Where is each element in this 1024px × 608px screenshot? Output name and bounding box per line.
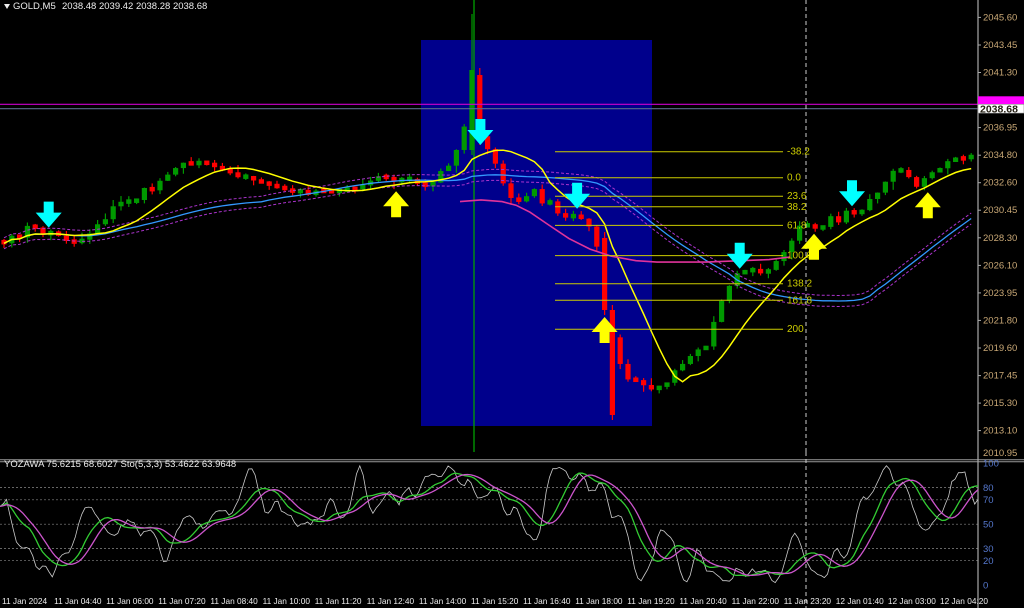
svg-text:161.8: 161.8	[787, 295, 812, 306]
svg-text:11 Jan 2024: 11 Jan 2024	[2, 596, 47, 606]
svg-text:11 Jan 08:40: 11 Jan 08:40	[210, 596, 258, 606]
svg-text:2032.60: 2032.60	[983, 178, 1017, 189]
svg-text:2045.60: 2045.60	[983, 12, 1017, 23]
svg-text:2038.68: 2038.68	[980, 103, 1018, 115]
svg-text:11 Jan 12:40: 11 Jan 12:40	[367, 596, 415, 606]
svg-text:11 Jan 19:20: 11 Jan 19:20	[627, 596, 675, 606]
svg-text:11 Jan 16:40: 11 Jan 16:40	[523, 596, 571, 606]
svg-text:200: 200	[787, 324, 804, 335]
svg-text:11 Jan 06:00: 11 Jan 06:00	[106, 596, 154, 606]
svg-text:50: 50	[983, 520, 994, 531]
svg-text:20: 20	[983, 556, 994, 567]
svg-text:-38.2: -38.2	[787, 147, 810, 158]
svg-text:30: 30	[983, 544, 994, 555]
svg-text:11 Jan 15:20: 11 Jan 15:20	[471, 596, 519, 606]
svg-text:61.8: 61.8	[787, 220, 807, 231]
svg-text:2034.80: 2034.80	[983, 150, 1017, 161]
svg-text:0: 0	[983, 581, 988, 592]
svg-text:11 Jan 10:00: 11 Jan 10:00	[263, 596, 311, 606]
svg-text:0.0: 0.0	[787, 173, 801, 184]
svg-text:11 Jan 20:40: 11 Jan 20:40	[679, 596, 727, 606]
svg-text:12 Jan 03:00: 12 Jan 03:00	[888, 596, 936, 606]
svg-text:11 Jan 14:00: 11 Jan 14:00	[419, 596, 467, 606]
svg-text:2028.30: 2028.30	[983, 233, 1017, 244]
svg-text:12 Jan 04:20: 12 Jan 04:20	[940, 596, 988, 606]
svg-text:2043.45: 2043.45	[983, 40, 1017, 51]
svg-text:2013.10: 2013.10	[983, 426, 1017, 437]
svg-text:2017.45: 2017.45	[983, 371, 1017, 382]
svg-text:100: 100	[983, 459, 999, 470]
svg-text:11 Jan 04:40: 11 Jan 04:40	[54, 596, 102, 606]
svg-text:138.2: 138.2	[787, 279, 812, 290]
svg-text:2026.10: 2026.10	[983, 260, 1017, 271]
svg-text:2021.80: 2021.80	[983, 315, 1017, 326]
svg-text:23.6: 23.6	[787, 191, 807, 202]
svg-text:2010.95: 2010.95	[983, 448, 1017, 459]
svg-text:12 Jan 01:40: 12 Jan 01:40	[836, 596, 884, 606]
svg-text:2036.95: 2036.95	[983, 123, 1017, 134]
svg-text:38.2: 38.2	[787, 202, 807, 213]
svg-text:2023.95: 2023.95	[983, 288, 1017, 299]
svg-text:2030.45: 2030.45	[983, 205, 1017, 216]
svg-text:11 Jan 18:00: 11 Jan 18:00	[575, 596, 623, 606]
svg-text:GOLD,M5: GOLD,M5	[13, 1, 56, 12]
svg-text:2041.30: 2041.30	[983, 68, 1017, 79]
svg-text:100.0: 100.0	[787, 251, 812, 262]
svg-text:2019.60: 2019.60	[983, 343, 1017, 354]
svg-text:11 Jan 11:20: 11 Jan 11:20	[315, 596, 362, 606]
svg-text:11 Jan 23:20: 11 Jan 23:20	[784, 596, 832, 606]
svg-text:YOZAWA 75.6215 68.6027 Sto(5: YOZAWA 75.6215 68.6027 Sto(5,3,3) 53.462…	[4, 459, 236, 470]
svg-text:2038.48 2039.42 2038.28 2038.6: 2038.48 2039.42 2038.28 2038.68	[62, 1, 207, 12]
svg-text:70: 70	[983, 495, 994, 506]
svg-text:80: 80	[983, 483, 994, 494]
svg-text:2015.30: 2015.30	[983, 398, 1017, 409]
svg-text:11 Jan 07:20: 11 Jan 07:20	[158, 596, 206, 606]
svg-text:11 Jan 22:00: 11 Jan 22:00	[732, 596, 780, 606]
